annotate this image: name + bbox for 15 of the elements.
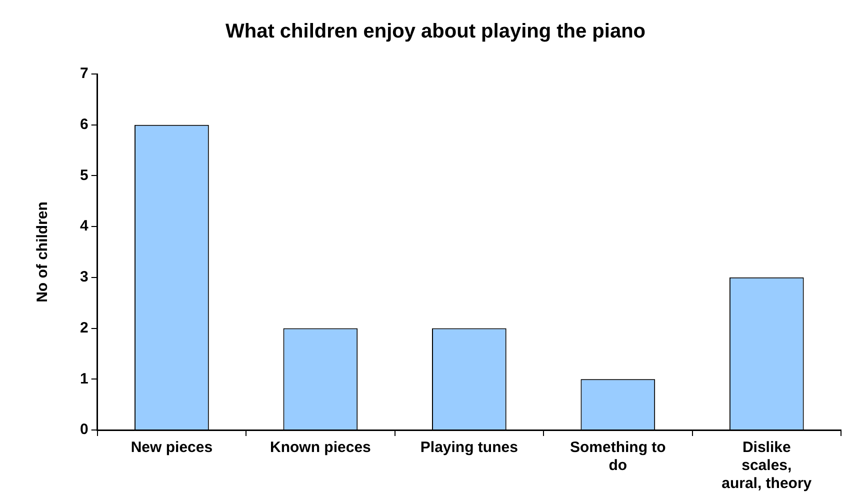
y-axis-title: No of children (34, 202, 52, 302)
x-tick-label: Playing tunes (420, 439, 518, 456)
y-tick-label: 5 (80, 166, 88, 184)
chart-title: What children enjoy about playing the piano (225, 20, 646, 43)
y-tick-label: 0 (80, 421, 88, 438)
y-tick-label: 1 (80, 370, 88, 388)
y-tick-label: 7 (80, 65, 88, 82)
y-tick-label: 2 (80, 319, 88, 336)
y-tick-label: 3 (80, 268, 88, 286)
x-tick-label: Known pieces (270, 439, 371, 456)
x-tick-label: Something to do (570, 439, 666, 474)
x-tick-label: Dislike scales, aural, theory (722, 439, 812, 492)
y-tick-label: 6 (80, 116, 88, 133)
y-tick-label: 4 (80, 218, 89, 235)
x-tick-label: New pieces (130, 439, 213, 456)
